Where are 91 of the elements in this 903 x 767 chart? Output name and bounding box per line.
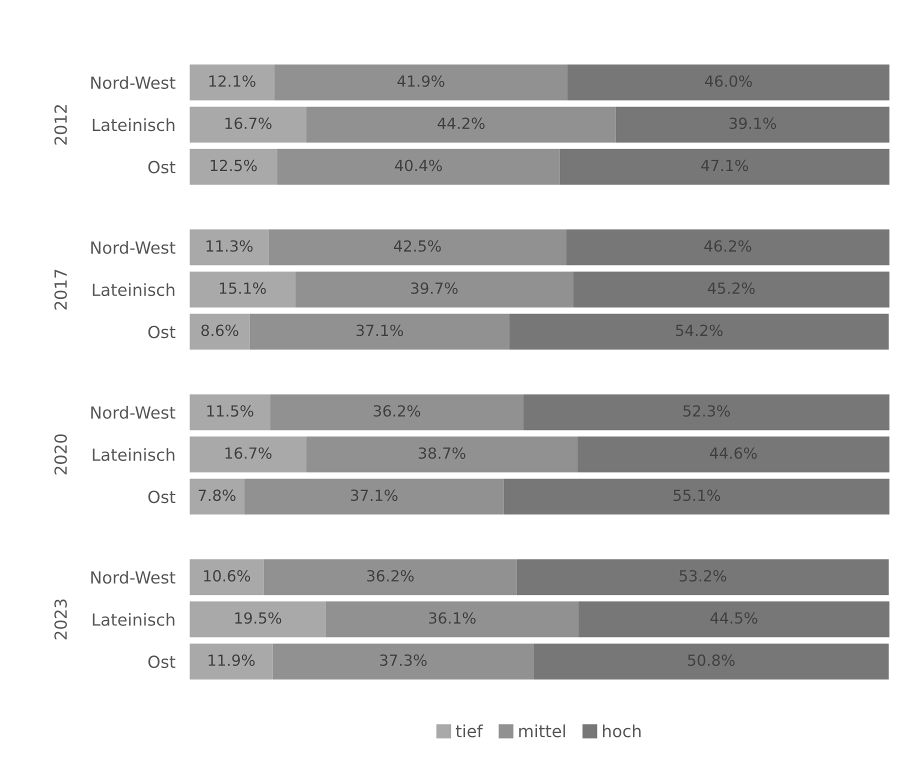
bar xyxy=(250,314,510,350)
data-label: 16.7% xyxy=(225,447,272,459)
data-label: 46.2% xyxy=(704,240,752,252)
y-axis-title: 2012 xyxy=(54,105,67,145)
data-label: 50.8% xyxy=(688,654,735,666)
bar xyxy=(272,644,534,680)
data-label: 7.8% xyxy=(198,490,236,502)
data-label: 53.2% xyxy=(680,570,726,582)
legend-label: mittel xyxy=(519,724,565,738)
bar xyxy=(509,314,889,350)
bar xyxy=(274,64,568,100)
bar xyxy=(277,148,560,185)
bar xyxy=(264,559,517,596)
data-label: 12.5% xyxy=(210,160,257,172)
data-label: 37.1% xyxy=(356,324,404,336)
bar xyxy=(523,394,890,430)
y-tick-label: Lateinisch xyxy=(92,118,174,132)
data-label: 19.5% xyxy=(235,612,282,624)
data-label: 44.2% xyxy=(438,118,485,130)
bar xyxy=(568,64,890,100)
data-label: 10.6% xyxy=(204,570,250,582)
bar xyxy=(516,559,889,596)
bar xyxy=(295,272,574,308)
data-label: 12.1% xyxy=(209,75,256,87)
y-tick-label: Nord-West xyxy=(91,406,176,419)
bar xyxy=(560,148,890,185)
data-label: 38.7% xyxy=(418,447,466,459)
data-label: 39.1% xyxy=(730,118,776,130)
y-tick-label: Ost xyxy=(148,160,176,174)
data-label: 41.9% xyxy=(397,75,444,87)
data-label: 11.9% xyxy=(208,654,255,666)
data-label: 52.3% xyxy=(683,405,730,417)
data-label: 36.2% xyxy=(374,405,420,417)
y-tick-label: Lateinisch xyxy=(92,448,174,462)
y-tick-label: Nord-West xyxy=(91,76,176,90)
data-label: 11.5% xyxy=(207,405,254,417)
bar xyxy=(190,478,244,515)
y-tick-label: Nord-West xyxy=(91,241,176,254)
y-axis-title: 2017 xyxy=(54,270,67,310)
y-axis-title: 2023 xyxy=(54,599,67,640)
data-label: 44.5% xyxy=(710,612,758,624)
data-label: 42.5% xyxy=(394,240,441,252)
bar xyxy=(573,272,890,308)
data-label: 8.6% xyxy=(201,324,238,336)
bar xyxy=(306,106,616,143)
bar xyxy=(566,229,890,266)
bar xyxy=(616,106,890,143)
bar xyxy=(190,106,306,143)
y-tick-label: Ost xyxy=(148,326,176,338)
y-tick-label: Lateinisch xyxy=(92,613,174,626)
y-tick-label: Nord-West xyxy=(91,570,176,584)
bar xyxy=(578,601,890,638)
bar xyxy=(268,229,566,266)
data-label: 40.4% xyxy=(394,160,442,172)
data-label: 11.3% xyxy=(206,240,253,252)
bar xyxy=(190,229,269,266)
bar xyxy=(577,436,890,472)
y-tick-label: Lateinisch xyxy=(92,283,174,296)
bar xyxy=(190,644,273,680)
bar xyxy=(244,478,504,515)
data-label: 36.1% xyxy=(429,612,476,624)
data-label: 37.1% xyxy=(350,490,398,502)
bar xyxy=(190,148,278,185)
data-label: 36.2% xyxy=(367,570,414,582)
bar xyxy=(270,394,524,430)
data-label: 54.2% xyxy=(676,324,723,336)
bar xyxy=(534,644,889,680)
bar xyxy=(190,314,250,350)
data-label: 45.2% xyxy=(708,282,755,294)
bar xyxy=(504,478,890,515)
bar xyxy=(190,64,274,100)
data-label: 55.1% xyxy=(674,490,720,502)
bar xyxy=(190,394,270,430)
data-label: 47.1% xyxy=(701,160,748,172)
bar xyxy=(190,272,296,308)
data-label: 16.7% xyxy=(225,118,272,130)
y-tick-label: Ost xyxy=(148,490,176,504)
data-label: 15.1% xyxy=(220,282,266,294)
bar xyxy=(306,436,578,472)
data-label: 44.6% xyxy=(710,447,757,459)
data-label: 46.0% xyxy=(704,75,752,87)
data-label: 39.7% xyxy=(411,282,458,294)
y-axis-title: 2020 xyxy=(54,434,67,474)
legend-label: tief xyxy=(456,724,484,738)
bar xyxy=(190,601,326,638)
bar xyxy=(190,559,264,596)
data-label: 37.3% xyxy=(380,654,427,666)
bar xyxy=(190,436,306,472)
legend-label: hoch xyxy=(603,724,641,738)
y-tick-label: Ost xyxy=(148,656,176,668)
bar xyxy=(326,601,578,638)
